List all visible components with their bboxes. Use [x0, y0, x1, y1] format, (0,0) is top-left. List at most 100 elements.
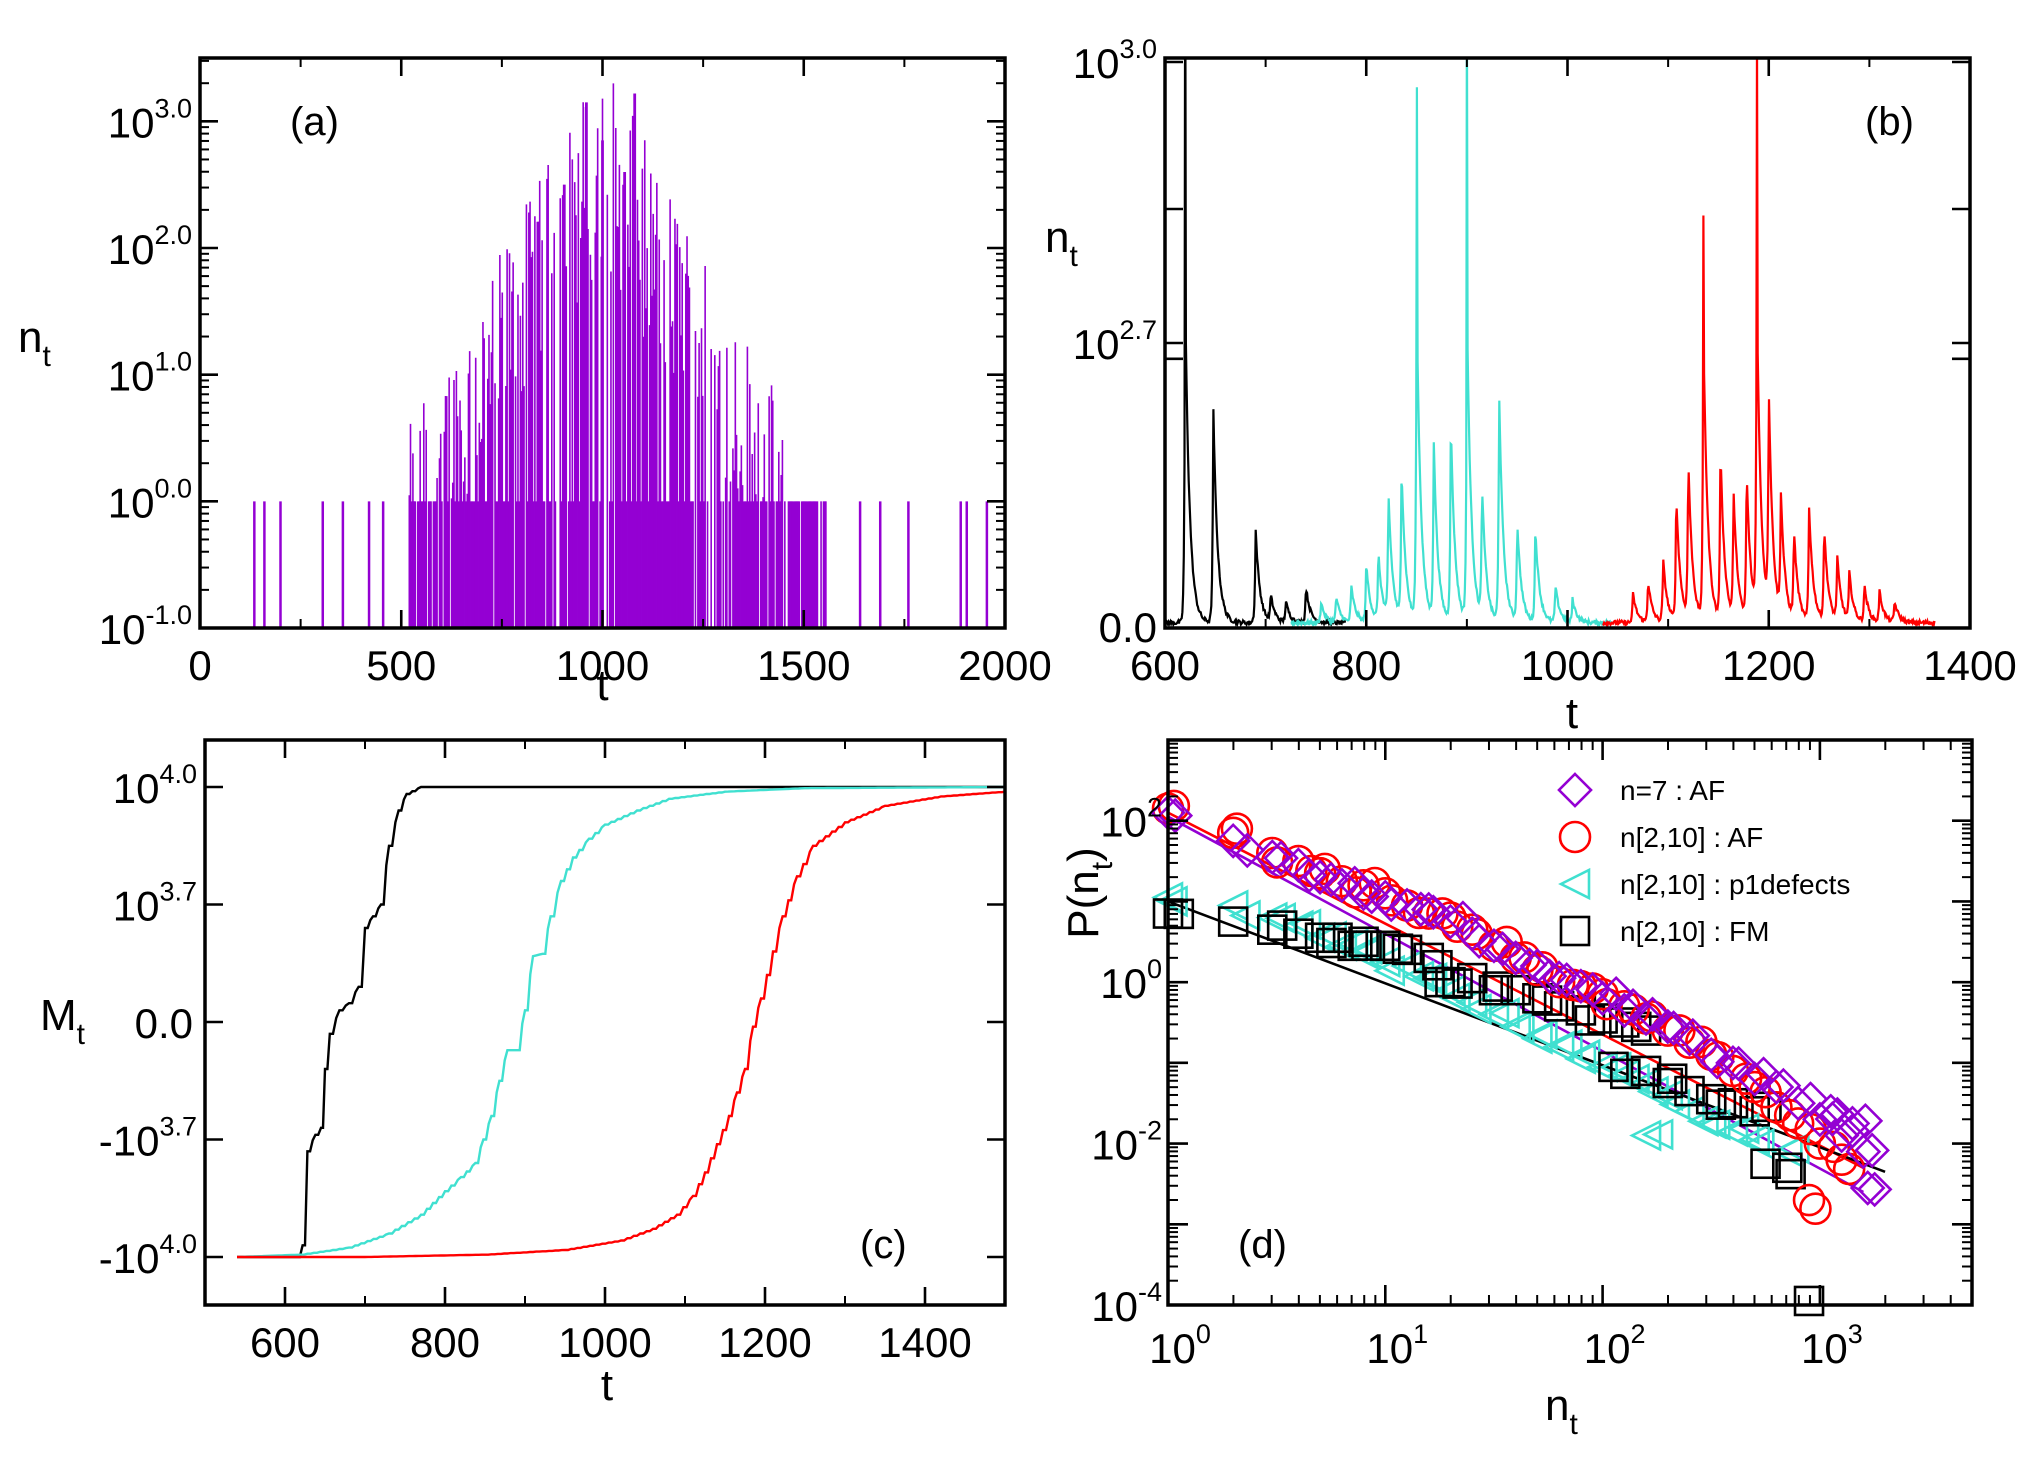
- point-d-circle-extra: [1375, 884, 1409, 917]
- ytick-label-a: 102.0: [108, 220, 192, 273]
- point-d-diamond: [1254, 839, 1291, 875]
- x-axis-label-a: t: [596, 661, 608, 710]
- point-d-square: [1598, 1051, 1629, 1083]
- ytick-label-b-exp: 2.7: [1119, 315, 1157, 345]
- point-d-diamond-extra: [1403, 891, 1439, 928]
- point-d-diamond: [1302, 859, 1338, 896]
- point-d-diamond-extra: [1313, 861, 1349, 898]
- ytick-label-c-exp: 4.0: [159, 759, 197, 789]
- legend-marker-square: [1559, 915, 1591, 947]
- x-axis-label-d: nt: [1545, 1381, 1578, 1441]
- panel-a-frame: [198, 56, 1007, 630]
- point-d-square-extra: [1316, 927, 1347, 959]
- ytick-label-a-base: 10: [108, 226, 155, 273]
- point-d-triangle: [1716, 1115, 1749, 1148]
- ytick-label-a: 101.0: [108, 347, 192, 400]
- y-axis-label-d: P(nt): [1059, 847, 1119, 938]
- point-d-triangle-extra: [1487, 997, 1520, 1030]
- point-d-square: [1456, 962, 1488, 994]
- xtick-label-b: 1400: [1923, 642, 2016, 689]
- y-axis-label-b-sub: t: [1069, 240, 1078, 273]
- xtick-label-d: 100: [1149, 1319, 1211, 1372]
- series-d-diamond: [1150, 794, 1893, 1208]
- point-d-diamond-extra: [1511, 947, 1548, 983]
- y-axis-label-b: nt: [1045, 213, 1078, 273]
- point-d-diamond-extra: [1854, 1132, 1890, 1169]
- point-d-diamond: [1323, 867, 1360, 904]
- ytick-label-c: 104.0: [113, 759, 197, 812]
- point-d-triangle-extra: [1502, 1012, 1535, 1045]
- ytick-label-d-exp: -4: [1138, 1277, 1162, 1307]
- point-d-diamond-extra: [1353, 878, 1390, 915]
- panel-b-label: (b): [1865, 100, 1914, 144]
- legend-label: n[2,10] : AF: [1620, 822, 1763, 853]
- point-d-square-extra: [1656, 1063, 1688, 1095]
- point-d-square: [1674, 1075, 1705, 1107]
- series-d-square: [1152, 898, 1825, 1317]
- ytick-label-d-base: 10: [1100, 960, 1147, 1007]
- point-d-square-extra: [1163, 898, 1195, 930]
- point-d-triangle: [1542, 1030, 1575, 1063]
- xtick-label-d-exp: 0: [1196, 1319, 1211, 1349]
- ytick-label-c-exp: 4.0: [159, 1229, 197, 1259]
- point-d-diamond-extra: [1699, 1043, 1736, 1080]
- ytick-label-d: 102: [1100, 793, 1162, 846]
- ytick-label-a-base: 10: [108, 353, 155, 400]
- ytick-label-b: 102.7: [1073, 315, 1157, 368]
- series-c-cyan: [236, 785, 1005, 1259]
- point-d-square: [1369, 930, 1401, 962]
- y-axis-label-a: nt: [18, 313, 51, 373]
- ytick-label-a: 10-1.0: [99, 600, 192, 653]
- xtick-label-d-exp: 2: [1630, 1319, 1645, 1349]
- point-d-diamond-extra: [1792, 1081, 1829, 1117]
- point-d-diamond: [1606, 992, 1643, 1029]
- point-d-diamond-extra: [1445, 900, 1481, 936]
- point-d-triangle: [1477, 998, 1510, 1031]
- point-d-triangle-extra: [1777, 1132, 1810, 1165]
- point-d-triangle-extra: [1228, 899, 1261, 932]
- point-d-square-extra: [1266, 910, 1298, 941]
- point-d-triangle-extra: [1550, 1028, 1583, 1061]
- xtick-label-c: 1400: [878, 1319, 971, 1366]
- point-d-triangle-extra: [1402, 960, 1435, 993]
- y-axis-label-c-main: M: [40, 991, 77, 1040]
- y-axis-label-d-main: P(n: [1059, 870, 1108, 938]
- point-d-diamond: [1476, 927, 1512, 964]
- xtick-label-d-exp: 1: [1413, 1319, 1428, 1349]
- x-axis-label-d-sub: t: [1569, 1408, 1578, 1441]
- ytick-label-c-base: -10: [99, 1118, 160, 1165]
- xtick-label-a: 0: [188, 642, 211, 689]
- y-axis-label-b-main: n: [1045, 213, 1069, 262]
- xtick-label-d-base: 10: [1149, 1325, 1196, 1372]
- point-d-square-extra: [1610, 1058, 1641, 1090]
- xtick-label-d: 103: [1801, 1319, 1863, 1372]
- point-d-triangle-extra: [1641, 1118, 1674, 1151]
- point-d-square-extra: [1351, 930, 1382, 961]
- ytick-label-b: 103.0: [1073, 34, 1157, 87]
- xtick-label-c: 1000: [558, 1319, 651, 1366]
- point-d-diamond: [1823, 1117, 1860, 1154]
- ytick-label-a-base: 10: [99, 606, 146, 653]
- xtick-label-d-exp: 3: [1848, 1319, 1863, 1349]
- xtick-label-c: 1200: [718, 1319, 811, 1366]
- xtick-label-a: 1000: [556, 642, 649, 689]
- point-d-diamond-extra: [1598, 975, 1634, 1012]
- xtick-label-b: 800: [1331, 642, 1401, 689]
- point-d-diamond: [1628, 1000, 1664, 1037]
- xtick-label-b: 1000: [1521, 642, 1614, 689]
- point-d-diamond: [1780, 1085, 1817, 1122]
- ytick-label-c-exp: 3.7: [159, 1112, 197, 1142]
- ytick-label-d-base: 10: [1091, 1283, 1138, 1330]
- point-d-diamond-extra: [1856, 1171, 1893, 1208]
- panel-b-frame: [1163, 56, 1972, 630]
- ytick-label-b-exp: 3.0: [1119, 34, 1157, 64]
- xtick-label-b: 600: [1130, 642, 1200, 689]
- point-d-square: [1257, 914, 1288, 945]
- ytick-label-c-base: 10: [113, 883, 160, 930]
- series-b-red: [1602, 58, 1936, 628]
- point-d-diamond-extra: [1634, 996, 1671, 1033]
- ytick-label-c: -103.7: [99, 1112, 197, 1165]
- legend-marker-circle: [1558, 820, 1592, 854]
- point-d-diamond-extra: [1674, 1017, 1711, 1054]
